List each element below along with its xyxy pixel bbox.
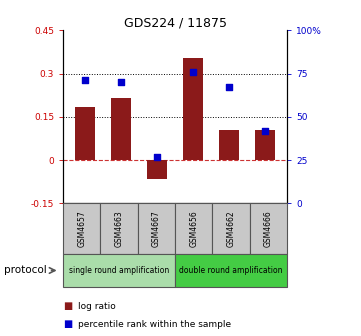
Bar [255, 130, 275, 160]
Text: GSM4656: GSM4656 [189, 210, 198, 247]
Point [190, 69, 196, 75]
Text: ■: ■ [63, 319, 73, 329]
Text: GSM4657: GSM4657 [77, 210, 86, 247]
Text: double round amplification: double round amplification [179, 266, 283, 275]
Text: GSM4663: GSM4663 [115, 210, 123, 247]
Point [262, 128, 268, 133]
Bar [111, 98, 131, 160]
Text: protocol: protocol [4, 265, 46, 276]
Title: GDS224 / 11875: GDS224 / 11875 [123, 16, 227, 29]
Text: ■: ■ [63, 301, 73, 311]
Bar [183, 58, 203, 160]
Text: GSM4667: GSM4667 [152, 210, 161, 247]
Bar [219, 130, 239, 160]
Text: percentile rank within the sample: percentile rank within the sample [78, 320, 231, 329]
Text: single round amplification: single round amplification [69, 266, 169, 275]
Point [154, 154, 160, 159]
Bar [75, 107, 95, 160]
Text: GSM4662: GSM4662 [227, 210, 235, 247]
Point [118, 80, 124, 85]
Text: log ratio: log ratio [78, 302, 116, 311]
Text: GSM4666: GSM4666 [264, 210, 273, 247]
Point [82, 78, 88, 83]
Point [226, 85, 232, 90]
Bar [147, 160, 167, 179]
